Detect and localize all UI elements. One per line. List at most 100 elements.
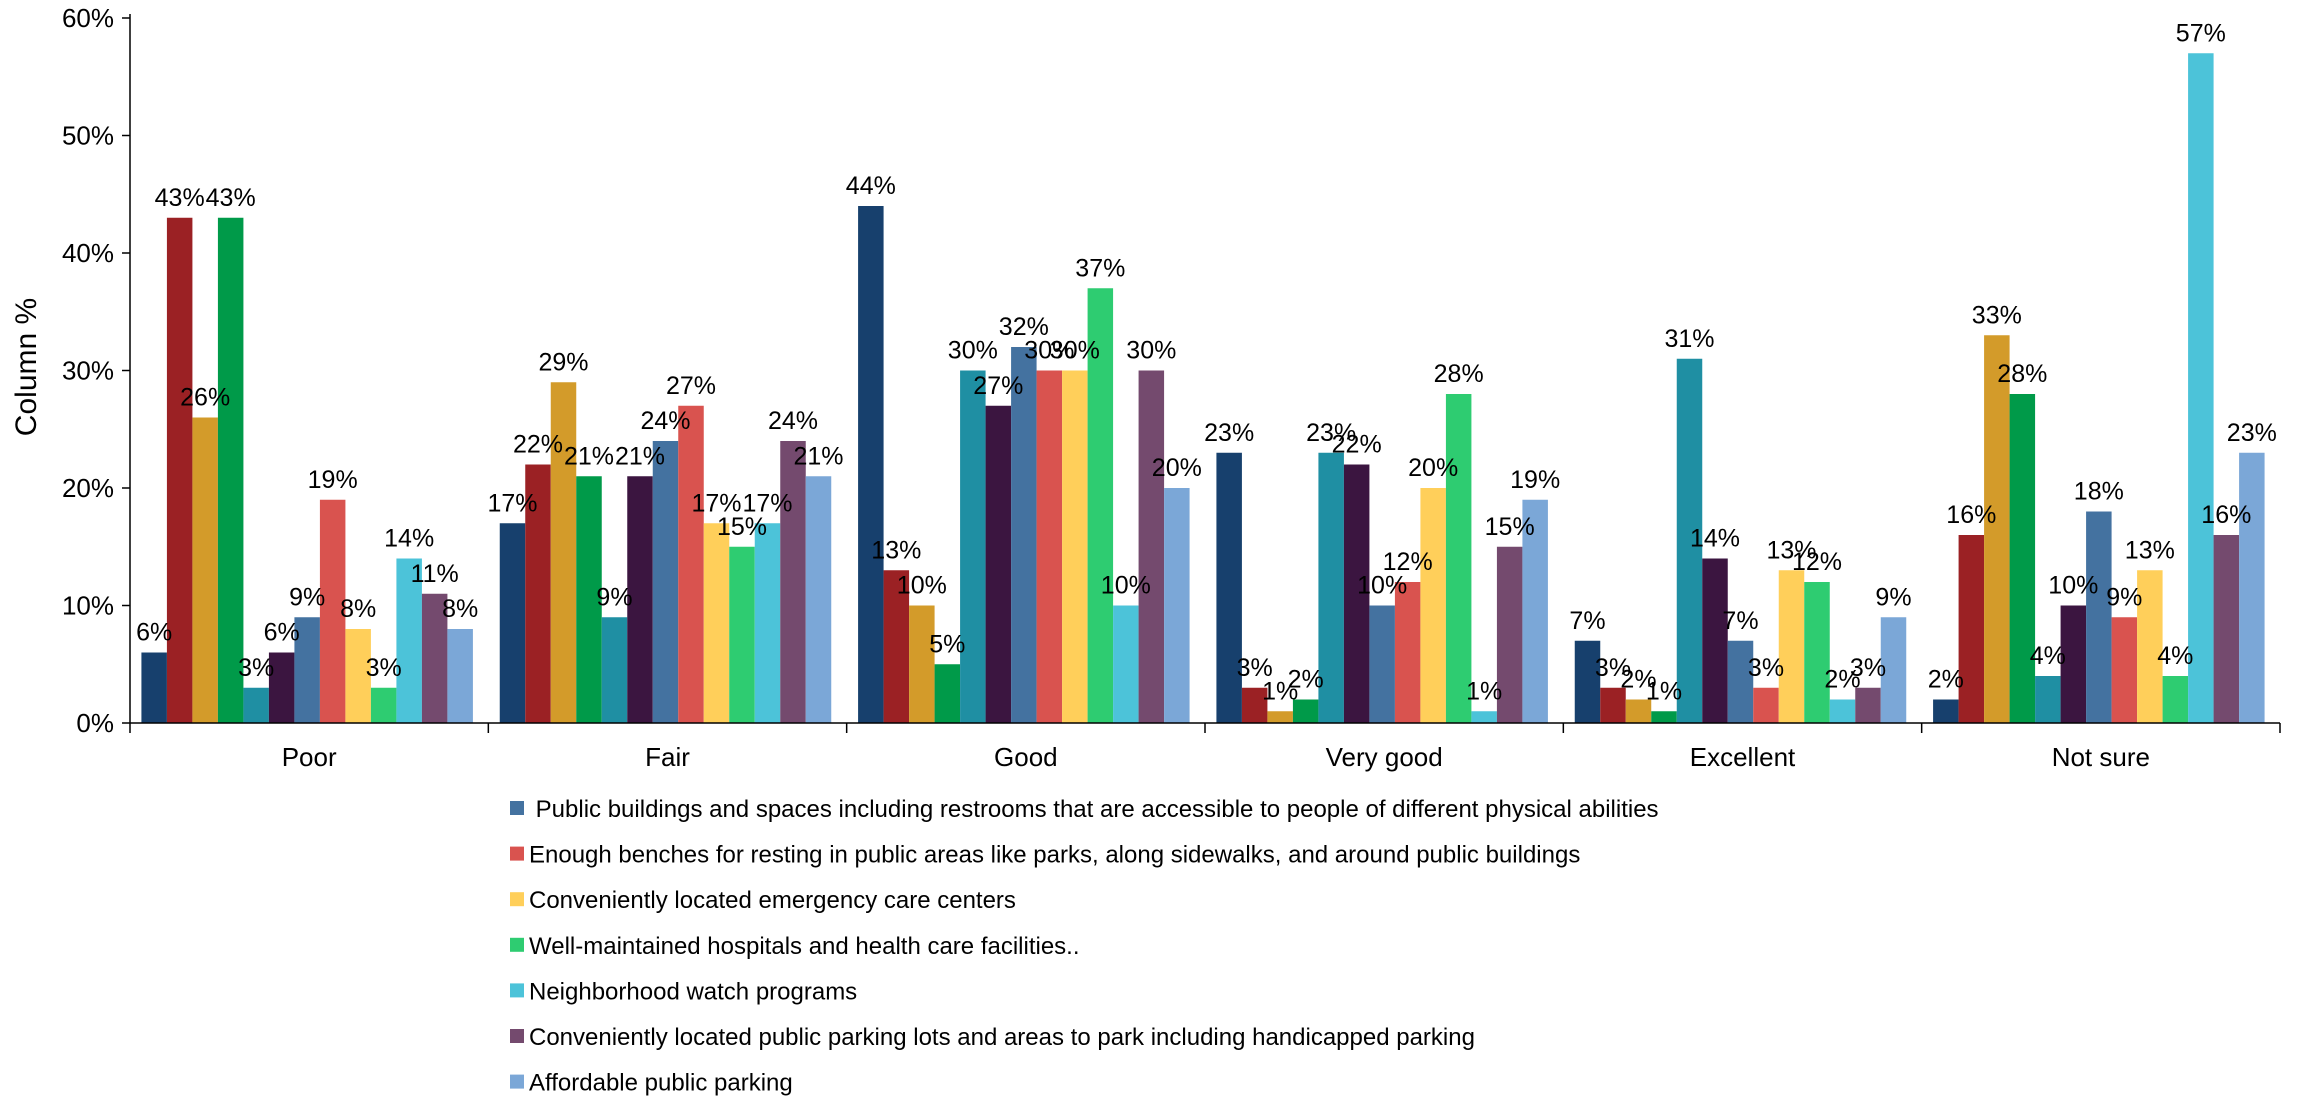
bar-s1-0 — [166, 217, 193, 723]
data-label-s4-5: 4% — [2030, 642, 2066, 670]
bar-s2-1 — [550, 382, 577, 723]
bar-s12-2 — [1164, 488, 1190, 723]
data-label-s2-1: 29% — [538, 348, 588, 376]
bar-s8-0 — [345, 629, 371, 723]
data-label-s8-1: 17% — [691, 489, 741, 517]
data-label-s0-1: 17% — [487, 489, 537, 517]
bar-s0-0 — [141, 652, 167, 723]
bar-s3-1 — [576, 476, 602, 723]
legend-label-6: Public buildings and spaces including re… — [529, 796, 1659, 823]
legend-swatch-10 — [510, 983, 524, 998]
data-label-s0-2: 44% — [846, 172, 896, 200]
data-label-s12-2: 20% — [1152, 454, 1202, 482]
legend-swatch-11 — [510, 1029, 524, 1043]
bar-s7-4 — [1753, 687, 1779, 723]
data-label-s3-4: 1% — [1646, 677, 1682, 705]
data-label-s1-2: 13% — [871, 536, 921, 564]
data-label-s9-1: 15% — [717, 513, 767, 541]
data-label-s3-0: 43% — [206, 184, 256, 212]
data-label-s4-3: 23% — [1306, 419, 1356, 447]
y-tick-label-0: 0% — [76, 708, 114, 738]
bar-s11-0 — [421, 593, 448, 723]
legend-swatch-12 — [510, 1074, 524, 1089]
data-label-s4-0: 3% — [238, 654, 274, 682]
data-label-s8-0: 8% — [340, 595, 376, 623]
legend-swatch-8 — [510, 892, 524, 907]
data-label-s8-5: 13% — [2125, 536, 2175, 564]
data-label-s2-4: 2% — [1620, 666, 1656, 694]
data-label-s5-2: 27% — [973, 372, 1023, 400]
bar-s6-4 — [1727, 640, 1754, 723]
bar-s5-0 — [268, 652, 295, 723]
bar-s7-3 — [1394, 582, 1421, 723]
bar-s9-5 — [2162, 676, 2189, 723]
bar-s0-4 — [1574, 640, 1601, 723]
bar-s10-4 — [1829, 699, 1856, 723]
bar-s6-5 — [2086, 511, 2112, 723]
data-label-s9-3: 28% — [1434, 360, 1484, 388]
bar-s4-0 — [243, 687, 269, 723]
data-label-s9-0: 3% — [366, 654, 402, 682]
bar-s10-2 — [1113, 605, 1139, 723]
data-label-s1-5: 16% — [1946, 501, 1996, 529]
y-tick-label-4: 40% — [62, 238, 114, 268]
data-label-s9-5: 4% — [2157, 642, 2193, 670]
bar-s8-5 — [2137, 570, 2163, 723]
data-label-s8-4: 13% — [1766, 536, 1816, 564]
bar-s4-1 — [601, 617, 628, 723]
x-tick-label-1: Fair — [645, 742, 690, 772]
data-label-s1-4: 3% — [1595, 654, 1631, 682]
data-label-s1-3: 3% — [1237, 654, 1273, 682]
bar-s8-3 — [1420, 488, 1446, 723]
bar-s1-1 — [525, 464, 551, 723]
y-tick-label-5: 50% — [62, 121, 114, 151]
data-label-s5-4: 14% — [1690, 525, 1740, 553]
bar-s1-3 — [1241, 687, 1268, 723]
bar-s1-5 — [1958, 535, 1985, 723]
bars-layer — [141, 53, 2265, 723]
bar-s8-1 — [703, 523, 730, 723]
data-label-s6-0: 9% — [289, 583, 325, 611]
bar-s2-0 — [192, 417, 218, 723]
data-labels-layer: 6% 17% 44% 23% 7% 2% 43% 22% 13% 3% 3% 16% 26% 29% 10%… — [136, 19, 2277, 705]
bar-s7-5 — [2111, 617, 2138, 723]
y-tick-label-1: 10% — [62, 591, 114, 621]
x-tick-label-2: Good — [994, 742, 1058, 772]
data-label-s6-2: 32% — [999, 313, 1049, 341]
data-label-s3-1: 21% — [564, 442, 614, 470]
bar-s9-3 — [1445, 394, 1472, 723]
bar-s12-3 — [1522, 499, 1548, 723]
legend-swatch-7 — [510, 846, 524, 861]
data-label-s0-0: 6% — [136, 619, 172, 647]
bar-s2-3 — [1267, 711, 1293, 723]
data-label-s6-5: 18% — [2074, 478, 2124, 506]
bar-s11-3 — [1496, 546, 1523, 723]
bar-s6-0 — [294, 617, 320, 723]
bar-s0-2 — [858, 206, 884, 723]
bar-s4-4 — [1676, 358, 1703, 723]
legend-label-9: Well-maintained hospitals and health car… — [529, 933, 1080, 960]
y-tick-label-2: 20% — [62, 473, 114, 503]
bar-s2-4 — [1625, 699, 1652, 723]
data-label-s5-1: 21% — [615, 442, 665, 470]
bar-s7-0 — [319, 499, 346, 723]
data-label-s4-2: 30% — [948, 337, 998, 365]
legend-label-12: Affordable public parking — [529, 1070, 793, 1096]
data-label-s1-1: 22% — [513, 431, 563, 459]
legend-swatch-9 — [510, 937, 524, 952]
bar-s2-2 — [909, 605, 935, 723]
bar-s0-1 — [499, 523, 526, 723]
data-label-s12-1: 21% — [793, 442, 843, 470]
data-label-s10-4: 2% — [1824, 666, 1860, 694]
bar-s12-5 — [2239, 452, 2265, 723]
legend-label-8: Conveniently located emergency care cent… — [529, 887, 1016, 914]
bar-s8-2 — [1062, 370, 1088, 723]
data-label-s11-0: 11% — [411, 560, 459, 588]
data-label-s7-3: 12% — [1383, 548, 1433, 576]
data-label-s12-3: 19% — [1510, 466, 1560, 494]
bar-s2-5 — [1984, 335, 2010, 723]
bar-s4-3 — [1318, 452, 1344, 723]
bar-s7-2 — [1036, 370, 1063, 723]
bar-s0-5 — [1933, 699, 1959, 723]
